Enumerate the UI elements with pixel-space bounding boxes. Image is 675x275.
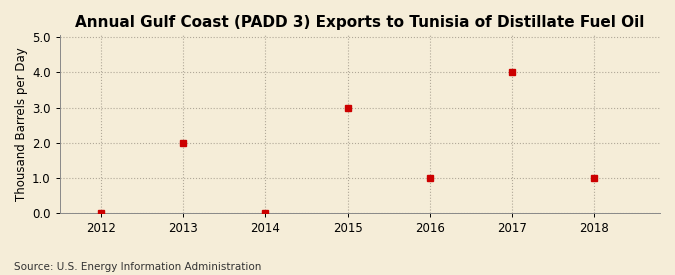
- Text: Source: U.S. Energy Information Administration: Source: U.S. Energy Information Administ…: [14, 262, 261, 272]
- Y-axis label: Thousand Barrels per Day: Thousand Barrels per Day: [15, 47, 28, 201]
- Title: Annual Gulf Coast (PADD 3) Exports to Tunisia of Distillate Fuel Oil: Annual Gulf Coast (PADD 3) Exports to Tu…: [75, 15, 645, 30]
